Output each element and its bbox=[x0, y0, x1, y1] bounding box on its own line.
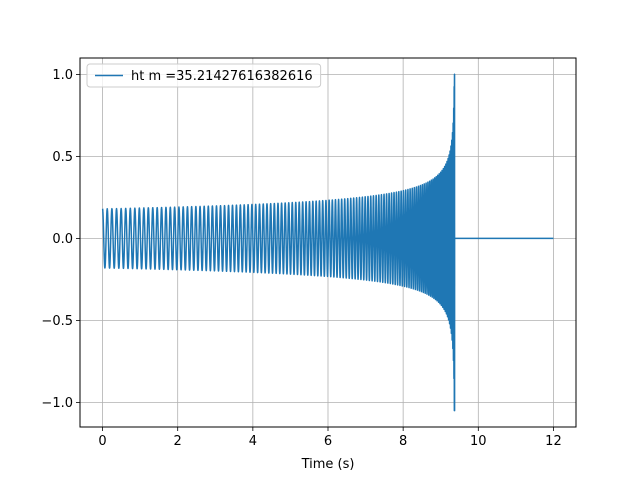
x-tick-label: 0 bbox=[98, 434, 106, 449]
y-tick-label: −0.5 bbox=[41, 314, 73, 329]
legend-entry-label: ht m =35.21427616382616 bbox=[131, 69, 313, 84]
x-tick-label: 6 bbox=[324, 434, 332, 449]
x-tick-label: 8 bbox=[399, 434, 407, 449]
x-tick-label: 12 bbox=[545, 434, 562, 449]
y-tick-label: −1.0 bbox=[41, 396, 73, 411]
series-line bbox=[101, 73, 554, 412]
x-axis-ticks: 0 2 4 6 8 10 12 bbox=[98, 427, 562, 449]
y-tick-label: 0.5 bbox=[52, 150, 73, 165]
x-axis-label: Time (s) bbox=[301, 457, 355, 472]
x-tick-label: 4 bbox=[249, 434, 257, 449]
y-axis-ticks: −1.0 −0.5 0.0 0.5 1.0 bbox=[41, 68, 80, 411]
legend: ht m =35.21427616382616 bbox=[86, 63, 322, 88]
y-tick-label: 0.0 bbox=[52, 232, 73, 247]
x-tick-label: 10 bbox=[470, 434, 487, 449]
x-tick-label: 2 bbox=[174, 434, 182, 449]
y-tick-label: 1.0 bbox=[52, 68, 73, 83]
legend-box bbox=[86, 63, 322, 88]
series-layer bbox=[101, 73, 554, 412]
